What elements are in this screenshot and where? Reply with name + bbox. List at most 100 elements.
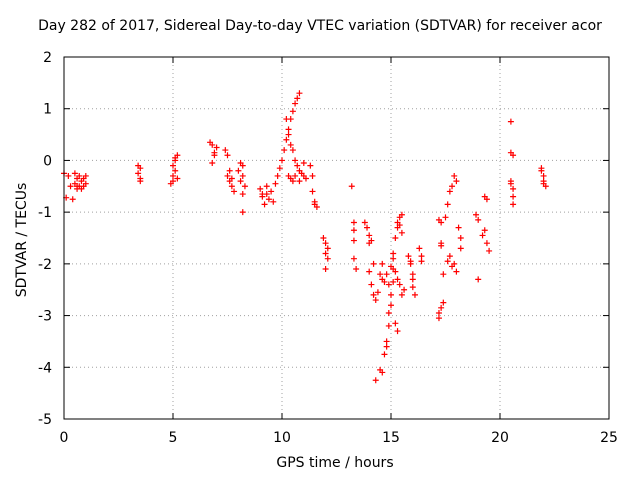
data-point: [451, 260, 458, 267]
data-point: [174, 175, 181, 182]
data-point: [350, 237, 357, 244]
data-point: [324, 245, 331, 252]
x-tick-label: 25: [600, 430, 618, 446]
data-point: [374, 289, 381, 296]
data-point: [383, 338, 390, 345]
data-point: [444, 258, 451, 265]
data-point: [455, 224, 462, 231]
y-tick-label: -3: [38, 309, 52, 325]
data-point: [394, 276, 401, 283]
data-point: [228, 183, 235, 190]
data-point: [137, 178, 144, 185]
data-point: [411, 291, 418, 298]
data-point: [209, 141, 216, 148]
y-tick-label: 1: [43, 102, 52, 118]
data-point: [296, 178, 303, 185]
data-point: [239, 191, 246, 198]
data-point: [309, 172, 316, 179]
data-point: [486, 247, 493, 254]
data-point: [296, 90, 303, 97]
data-point: [409, 284, 416, 291]
data-point: [366, 232, 373, 239]
data-point: [542, 183, 549, 190]
data-point: [82, 180, 89, 187]
data-point: [390, 250, 397, 257]
y-tick-label: 0: [43, 153, 52, 169]
y-tick-label: -1: [38, 205, 52, 221]
data-point: [379, 260, 386, 267]
data-point: [379, 369, 386, 376]
data-point: [170, 172, 176, 179]
data-point: [435, 315, 442, 322]
x-tick-label: 5: [169, 430, 178, 446]
x-tick-label: 10: [273, 430, 291, 446]
data-point: [438, 304, 445, 311]
data-point: [398, 211, 405, 218]
data-point: [268, 188, 275, 195]
data-point: [274, 172, 281, 179]
data-point: [270, 198, 277, 205]
data-point: [390, 278, 397, 285]
data-point: [170, 162, 176, 169]
data-point: [398, 291, 405, 298]
data-point: [453, 178, 460, 185]
data-point: [540, 178, 547, 185]
data-point: [388, 263, 394, 270]
data-point: [453, 268, 460, 275]
data-point: [283, 116, 290, 123]
y-tick-label: 2: [43, 50, 52, 66]
data-point: [510, 185, 517, 192]
data-point: [76, 172, 83, 179]
data-point: [300, 160, 307, 167]
plot-frame: [63, 56, 610, 420]
data-point: [370, 260, 377, 267]
data-point: [418, 253, 425, 260]
data-point: [381, 351, 388, 358]
data-point: [294, 162, 301, 169]
data-point: [322, 240, 329, 247]
data-point: [71, 170, 78, 177]
data-point: [285, 131, 292, 138]
data-point: [446, 188, 453, 195]
data-point: [69, 196, 76, 203]
data-point: [383, 343, 390, 350]
data-point: [372, 297, 379, 304]
data-point: [372, 377, 379, 384]
data-point: [368, 281, 375, 288]
data-point: [364, 224, 371, 231]
data-point: [398, 229, 405, 236]
grid-lines: [64, 57, 609, 419]
data-point: [261, 201, 268, 208]
data-point: [322, 250, 329, 257]
data-point: [446, 253, 453, 260]
data-point: [438, 219, 445, 226]
data-point: [457, 245, 464, 252]
data-point: [409, 276, 416, 283]
data-point: [67, 183, 74, 190]
data-point: [309, 188, 316, 195]
data-point: [74, 183, 81, 190]
data-point: [481, 227, 488, 234]
data-point: [235, 167, 242, 174]
data-point: [172, 154, 179, 161]
data-point: [350, 227, 357, 234]
data-point: [272, 180, 279, 187]
data-point: [283, 136, 290, 143]
data-point: [407, 258, 414, 265]
data-point: [350, 255, 357, 262]
data-point: [257, 185, 264, 192]
data-point: [307, 162, 314, 169]
data-point: [396, 222, 403, 229]
data-point: [265, 196, 272, 203]
data-point: [228, 175, 235, 182]
data-point: [538, 165, 545, 172]
data-point: [388, 302, 394, 309]
x-tick-label: 15: [382, 430, 400, 446]
data-point: [241, 183, 248, 190]
data-point: [483, 240, 490, 247]
data-point: [507, 118, 514, 125]
data-point: [279, 157, 285, 164]
x-axis-label: GPS time / hours: [276, 455, 394, 471]
data-point: [442, 214, 449, 221]
